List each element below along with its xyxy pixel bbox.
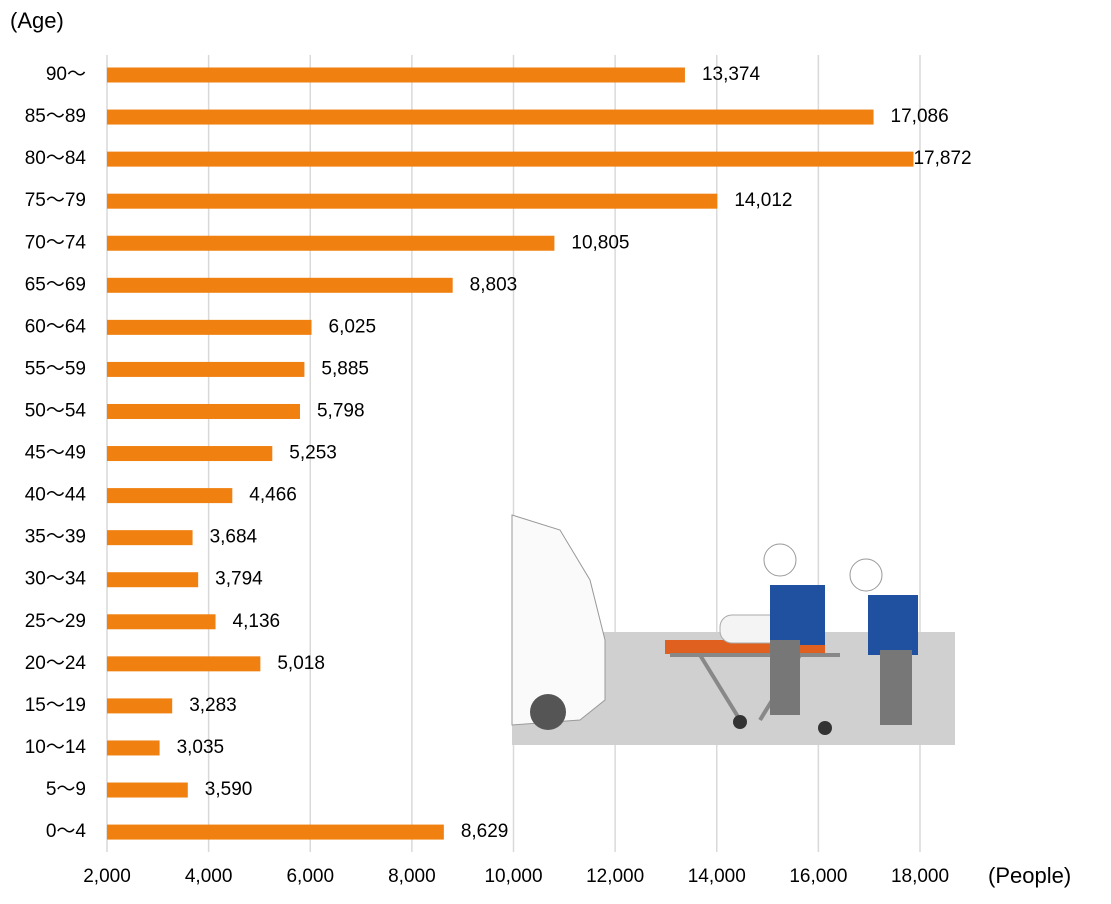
value-label: 5,253 <box>289 443 337 464</box>
bar <box>107 109 874 125</box>
bar <box>107 235 555 251</box>
x-tick-label: 18,000 <box>891 866 949 887</box>
x-tick-label: 8,000 <box>388 866 436 887</box>
value-label: 17,872 <box>913 148 971 169</box>
y-axis-label: (Age) <box>10 8 64 33</box>
y-tick-label: 90〜 <box>46 64 86 85</box>
y-tick-label: 70〜74 <box>25 232 87 253</box>
value-label: 6,025 <box>329 316 377 337</box>
x-tick-label: 4,000 <box>185 866 233 887</box>
bar <box>107 67 685 83</box>
value-label: 3,283 <box>189 695 237 716</box>
bar <box>107 193 718 209</box>
bar <box>107 488 233 504</box>
bar <box>107 824 444 840</box>
value-label: 4,136 <box>233 611 281 632</box>
value-label: 5,798 <box>317 400 365 421</box>
bar <box>107 361 305 377</box>
value-label: 3,684 <box>210 527 258 548</box>
bar <box>107 740 160 756</box>
y-tick-label: 30〜34 <box>25 569 87 590</box>
value-label: 10,805 <box>571 232 629 253</box>
y-tick-label: 50〜54 <box>25 400 87 421</box>
y-tick-label: 45〜49 <box>25 443 86 464</box>
value-label: 3,590 <box>205 779 253 800</box>
value-label: 5,885 <box>321 358 369 379</box>
bar <box>107 614 216 630</box>
x-tick-label: 14,000 <box>688 866 746 887</box>
value-label: 4,466 <box>249 485 297 506</box>
value-label: 8,803 <box>470 274 518 295</box>
value-label: 8,629 <box>461 821 509 842</box>
bar <box>107 782 188 798</box>
value-label: 3,794 <box>215 569 263 590</box>
y-tick-label: 40〜44 <box>25 485 87 506</box>
value-label: 14,012 <box>734 190 792 211</box>
bar <box>107 319 312 335</box>
y-tick-label: 75〜79 <box>25 190 86 211</box>
y-tick-label: 25〜29 <box>25 611 86 632</box>
y-tick-label: 60〜64 <box>25 316 87 337</box>
x-tick-label: 16,000 <box>789 866 847 887</box>
y-tick-label: 85〜89 <box>25 106 86 127</box>
x-tick-label: 6,000 <box>286 866 334 887</box>
bar <box>107 698 173 714</box>
x-axis-label: (People) <box>988 863 1071 888</box>
y-tick-label: 35〜39 <box>25 527 86 548</box>
x-tick-label: 12,000 <box>586 866 644 887</box>
y-tick-label: 55〜59 <box>25 358 86 379</box>
value-label: 5,018 <box>277 653 325 674</box>
y-tick-label: 5〜9 <box>46 779 86 800</box>
y-tick-label: 80〜84 <box>25 148 87 169</box>
x-tick-label: 10,000 <box>484 866 542 887</box>
bar <box>107 151 914 167</box>
bar <box>107 446 273 462</box>
bar <box>107 530 193 546</box>
bar <box>107 403 300 419</box>
y-tick-label: 20〜24 <box>25 653 87 674</box>
value-label: 3,035 <box>177 737 225 758</box>
y-tick-label: 0〜4 <box>46 821 87 842</box>
bar <box>107 277 453 293</box>
x-tick-label: 2,000 <box>83 866 131 887</box>
y-tick-label: 15〜19 <box>25 695 86 716</box>
value-label: 13,374 <box>702 64 761 85</box>
bar <box>107 656 261 672</box>
value-label: 17,086 <box>891 106 949 127</box>
y-tick-label: 10〜14 <box>25 737 87 758</box>
bar <box>107 572 199 588</box>
y-tick-label: 65〜69 <box>25 274 86 295</box>
illustration <box>511 514 955 745</box>
